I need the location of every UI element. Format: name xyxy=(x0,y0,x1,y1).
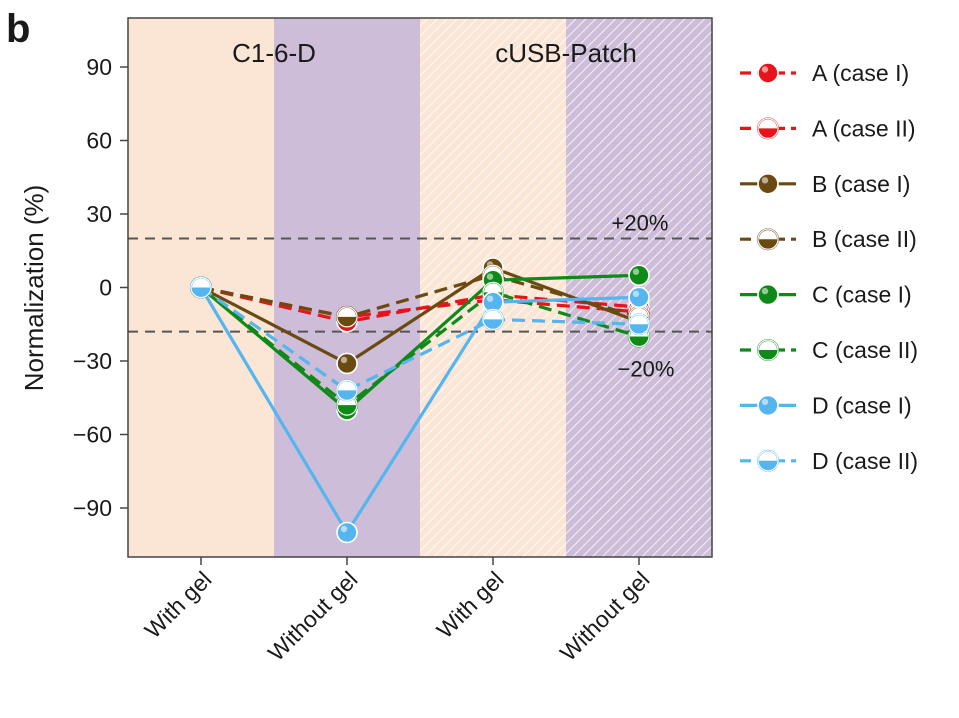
x-tick-label: With gel xyxy=(139,566,216,643)
y-tick-label: 90 xyxy=(86,54,112,80)
legend-marker xyxy=(757,228,779,251)
threshold-label-upper: +20% xyxy=(612,211,669,236)
series-line-7 xyxy=(200,286,640,392)
legend-label: A (case II) xyxy=(812,115,916,141)
x-tick-label: Without gel xyxy=(555,566,655,666)
legend-label: C (case I) xyxy=(812,282,912,308)
y-tick-label: 0 xyxy=(99,275,112,301)
data-point xyxy=(336,379,358,402)
threshold-lines xyxy=(128,237,712,333)
series-line-4 xyxy=(199,273,640,412)
series-lines xyxy=(199,266,640,535)
series-line-3 xyxy=(200,273,640,319)
legend-label: B (case II) xyxy=(812,226,917,252)
data-point xyxy=(190,276,212,299)
legend-item: C (case I) xyxy=(740,282,912,308)
legend-label: D (case II) xyxy=(812,448,918,474)
legend-label: C (case II) xyxy=(812,337,918,363)
legend-label: D (case I) xyxy=(812,392,912,418)
group-labels: C1-6-D cUSB-Patch xyxy=(232,38,637,68)
legend-marker xyxy=(757,394,779,417)
background-bands xyxy=(128,18,712,557)
series-line-2 xyxy=(200,266,640,366)
group-label: C1-6-D xyxy=(232,38,316,68)
threshold-labels: +20% −20% xyxy=(612,211,675,382)
data-point xyxy=(482,308,504,331)
legend-item: B (case I) xyxy=(740,171,910,197)
legend-marker xyxy=(757,449,779,472)
threshold-label-lower: −20% xyxy=(618,357,675,382)
y-axis: 90 60 30 0 −30 −60 −90 xyxy=(73,54,128,521)
legend-marker xyxy=(757,117,779,140)
y-tick-label: 60 xyxy=(86,128,112,154)
series-line-1 xyxy=(200,285,640,319)
y-axis-label: Normalization (%) xyxy=(19,185,49,392)
data-point xyxy=(628,313,650,336)
series-markers xyxy=(190,257,650,544)
legend-item: D (case I) xyxy=(740,392,912,418)
x-axis: With gel Without gel With gel Without gel xyxy=(139,557,655,666)
legend-item: C (case II) xyxy=(740,337,918,363)
y-tick-label: −60 xyxy=(73,422,112,448)
legend-item: D (case II) xyxy=(740,448,918,474)
data-point xyxy=(482,291,504,314)
panel-label: b xyxy=(6,7,30,51)
legend: A (case I) A (case II) B (case I) B (case I… xyxy=(740,60,918,474)
legend-item: B (case II) xyxy=(740,226,917,252)
y-tick-label: −30 xyxy=(73,348,112,374)
legend-item: A (case I) xyxy=(740,60,909,86)
legend-marker xyxy=(757,173,779,195)
series-line-5 xyxy=(199,286,640,407)
x-tick-label: Without gel xyxy=(263,566,363,666)
legend-marker xyxy=(757,283,779,306)
data-point xyxy=(336,521,358,544)
data-point xyxy=(628,286,650,309)
band-1 xyxy=(274,18,420,557)
legend-marker xyxy=(757,62,779,84)
legend-label: A (case I) xyxy=(812,60,909,86)
legend-item: A (case II) xyxy=(740,115,916,141)
legend-marker xyxy=(757,339,779,361)
y-tick-label: −90 xyxy=(73,495,112,521)
data-point xyxy=(336,305,358,328)
data-point xyxy=(336,352,358,375)
y-tick-label: 30 xyxy=(86,201,112,227)
legend-label: B (case I) xyxy=(812,171,910,197)
x-tick-label: With gel xyxy=(431,566,508,643)
series-line-6 xyxy=(199,286,640,535)
data-point xyxy=(628,264,650,287)
group-label: cUSB-Patch xyxy=(495,38,637,68)
